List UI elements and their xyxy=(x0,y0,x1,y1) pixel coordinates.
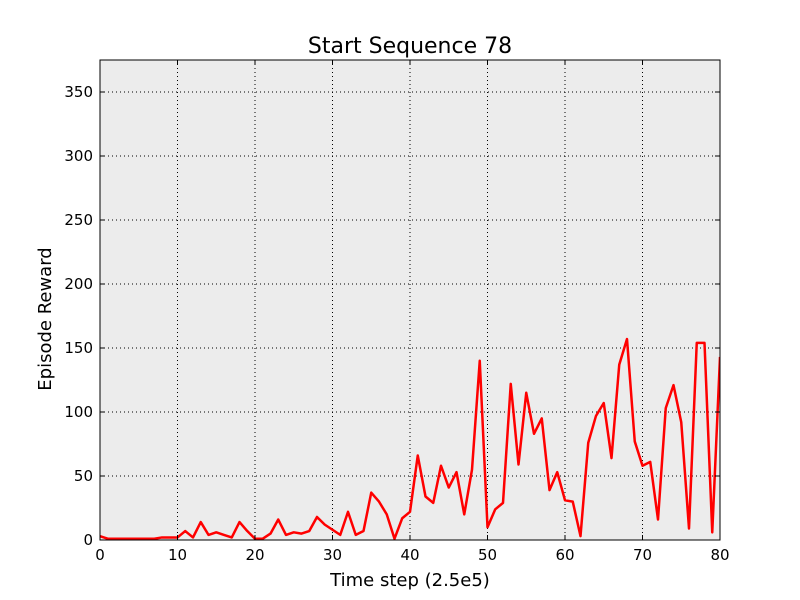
x-tick-label: 30 xyxy=(323,546,342,564)
y-tick-label: 0 xyxy=(83,531,93,549)
y-tick-label: 50 xyxy=(74,467,93,485)
x-tick-label: 40 xyxy=(400,546,419,564)
y-tick-label: 200 xyxy=(64,275,93,293)
tick-labels: 0 10 20 30 40 50 60 70 80 0 50 100 150 200 250 300 350 xyxy=(64,83,729,564)
x-tick-label: 10 xyxy=(168,546,187,564)
x-tick-label: 80 xyxy=(710,546,729,564)
data-series xyxy=(100,337,720,540)
x-tick-label: 0 xyxy=(95,546,105,564)
y-axis-label: Episode Reward xyxy=(35,247,56,390)
x-tick-label: 20 xyxy=(245,546,264,564)
y-tick-label: 300 xyxy=(64,147,93,165)
x-axis-label: Time step (2.5e5) xyxy=(329,570,490,591)
y-tick-label: 350 xyxy=(64,83,93,101)
grid-lines xyxy=(99,60,721,541)
chart-title: Start Sequence 78 xyxy=(308,34,512,59)
plot-frame xyxy=(99,59,721,541)
y-tick-label: 100 xyxy=(64,403,93,421)
x-tick-label: 70 xyxy=(633,546,652,564)
x-tick-label: 60 xyxy=(555,546,574,564)
x-tick-label: 50 xyxy=(478,546,497,564)
y-tick-label: 150 xyxy=(64,339,93,357)
series-line-1 xyxy=(100,337,720,540)
y-tick-label: 250 xyxy=(64,211,93,229)
